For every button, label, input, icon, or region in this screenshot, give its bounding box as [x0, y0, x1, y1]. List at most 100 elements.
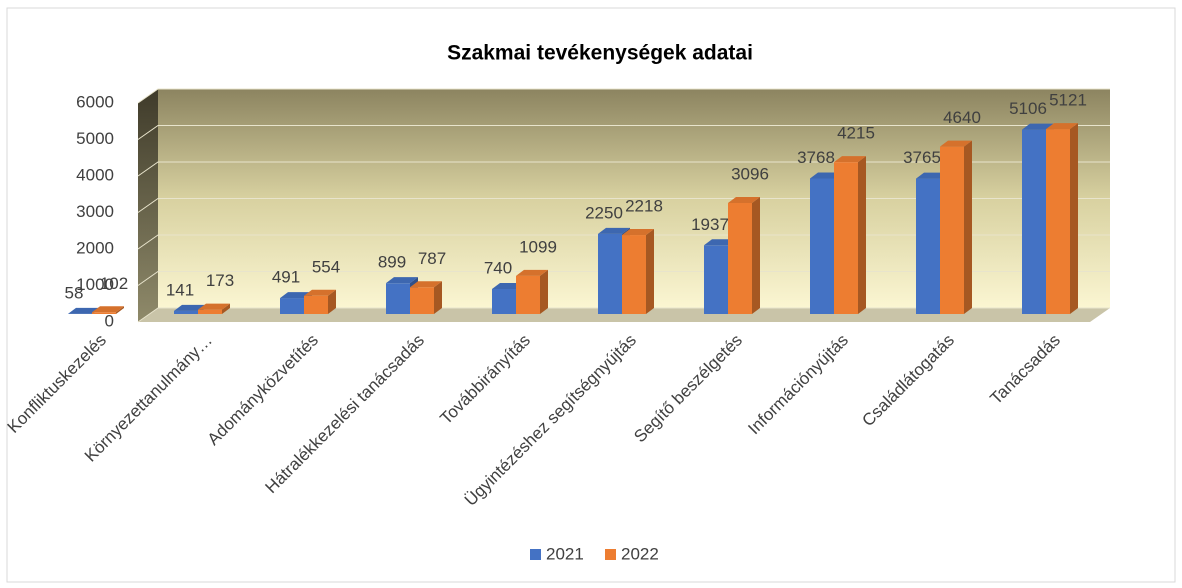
bar: [704, 245, 728, 314]
value-label: 141: [166, 280, 194, 299]
bar-top: [410, 281, 442, 288]
bar-side: [116, 306, 124, 314]
y-tick-label: 3000: [76, 202, 114, 221]
bar-top: [174, 304, 206, 311]
bar: [410, 287, 434, 314]
bar-top: [516, 269, 548, 276]
legend-swatch: [605, 549, 616, 560]
bar-top: [304, 289, 336, 296]
bar-top: [622, 229, 654, 236]
bar-side: [964, 140, 972, 314]
bar-group: [728, 196, 760, 314]
bar: [386, 283, 410, 314]
value-label: 2250: [585, 203, 623, 222]
value-label: 102: [100, 274, 128, 293]
bar: [492, 288, 516, 314]
bar: [1022, 129, 1046, 314]
bar-top: [1022, 123, 1054, 130]
bar: [92, 312, 116, 314]
bar-top: [1046, 123, 1078, 130]
grid-line: [137, 271, 1110, 286]
grid-line: [137, 125, 1110, 140]
chart-border: [6, 7, 1176, 583]
bar-side: [222, 303, 230, 314]
y-tick-label: 4000: [76, 165, 114, 184]
bar-side: [646, 229, 654, 314]
bar-side: [1070, 123, 1078, 315]
value-label: 787: [418, 249, 446, 268]
bar-side: [434, 281, 442, 314]
value-label: 3765: [903, 148, 941, 167]
y-tick-label: 6000: [76, 92, 114, 111]
value-label: 899: [378, 253, 406, 272]
value-label: 4215: [837, 124, 875, 143]
bar-top: [940, 140, 972, 147]
grid-line: [137, 161, 1110, 177]
x-tick-label: Továbbirányítás: [436, 331, 534, 429]
value-label: 554: [312, 257, 340, 276]
bar-group: [92, 306, 124, 314]
grid-line: [137, 88, 1110, 104]
bar-side: [328, 289, 336, 314]
bar: [516, 275, 540, 314]
bar: [728, 202, 752, 314]
bar-top: [92, 306, 124, 313]
bar-group: [304, 289, 336, 314]
bar-top: [598, 227, 630, 234]
value-label: 3768: [797, 148, 835, 167]
bar: [834, 162, 858, 314]
bar: [1046, 129, 1070, 314]
bar-group: [410, 281, 442, 314]
value-label: 3096: [731, 164, 769, 183]
x-tick-label: Adományközvetítés: [204, 331, 322, 449]
value-label: 1099: [519, 237, 557, 256]
bar-top: [198, 303, 230, 310]
grid-line: [137, 307, 1110, 323]
grid-line: [137, 198, 1110, 213]
bar-top: [834, 156, 866, 163]
bar-side: [858, 156, 866, 314]
bar: [916, 178, 940, 314]
bar-group: [1046, 123, 1078, 315]
x-tick-label: Családlátogatás: [858, 331, 958, 431]
bar-group: [198, 303, 230, 314]
bar: [304, 295, 328, 314]
y-tick-label: 1000: [76, 275, 114, 294]
value-label: 5106: [1009, 99, 1047, 118]
value-label: 491: [272, 268, 300, 287]
bar-top: [728, 196, 760, 203]
legend-label: 2022: [621, 544, 659, 563]
bar: [810, 178, 834, 314]
value-label: 4640: [943, 108, 981, 127]
bar: [198, 309, 222, 314]
value-label: 58: [65, 283, 84, 302]
y-tick-label: 0: [105, 311, 114, 330]
floor: [138, 308, 1110, 322]
bar-group: [516, 269, 548, 314]
value-label: 2218: [625, 197, 663, 216]
bar-top: [386, 277, 418, 284]
x-tick-label: Információnyújtás: [744, 331, 852, 439]
value-label: 5121: [1049, 91, 1087, 110]
value-label: 740: [484, 258, 512, 277]
bar: [598, 233, 622, 314]
y-tick-label: 2000: [76, 238, 114, 257]
bar-group: [834, 156, 866, 314]
bar: [940, 146, 964, 314]
bar: [622, 235, 646, 314]
bar-side: [540, 269, 548, 314]
x-tick-label: Tanácsadás: [986, 331, 1064, 409]
value-label: 173: [206, 271, 234, 290]
bar-group: [940, 140, 972, 314]
bar-side: [752, 196, 760, 314]
x-tick-label: Segítő beszélgetés: [630, 331, 746, 447]
bar-group: [622, 229, 654, 314]
y-tick-label: 5000: [76, 129, 114, 148]
value-label: 1937: [691, 215, 729, 234]
legend-label: 2021: [546, 544, 584, 563]
x-tick-label: Ügyintézéshez segítségnyújtás: [461, 331, 640, 510]
bar: [280, 298, 304, 314]
x-tick-label: Konfliktuskezelés: [4, 331, 110, 437]
chart-title: Szakmai tevékenységek adatai: [447, 42, 753, 65]
